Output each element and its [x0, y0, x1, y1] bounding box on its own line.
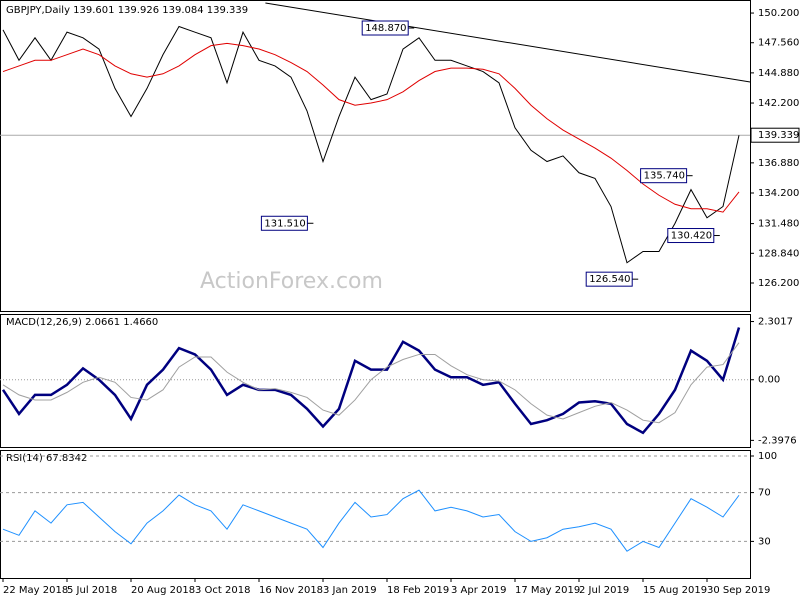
annotation-box	[260, 215, 308, 231]
x-tick-label: 22 May 2018	[3, 585, 68, 596]
x-tick-label: 17 May 2019	[515, 585, 580, 596]
annotation-label: 130.420	[671, 231, 712, 242]
y-tick-label: 128.840	[758, 248, 799, 259]
y-tick-label: 134.200	[758, 188, 799, 199]
x-tick-label: 3 Apr 2019	[451, 585, 506, 596]
current-price-box	[750, 127, 800, 143]
series-line	[1, 327, 741, 435]
annotation-label: 148.870	[365, 23, 406, 34]
annotation-box	[667, 228, 715, 244]
x-tick-label: 3 Oct 2018	[195, 585, 250, 596]
x-tick-label: 15 Aug 2019	[643, 585, 707, 596]
annotation-label: 135.740	[644, 171, 685, 182]
x-tick-label: 3 Jan 2019	[323, 585, 377, 596]
y-tick-label: 136.880	[758, 158, 799, 169]
series-line	[2, 42, 740, 213]
annotation-label: 131.510	[264, 218, 305, 229]
y-tick-label: 131.480	[758, 219, 799, 230]
x-tick-label: 5 Jul 2018	[67, 585, 117, 596]
y-tick-label: 100	[758, 451, 777, 462]
y-tick-label: 147.560	[758, 38, 799, 49]
macd-panel	[0, 314, 751, 448]
y-tick-label: 70	[758, 488, 771, 499]
annotation-box	[640, 168, 688, 184]
annotation-box	[361, 20, 409, 36]
x-tick-label: 30 Sep 2019	[707, 585, 770, 596]
panel-title: MACD(12,26,9) 2.0661 1.4660	[6, 317, 158, 328]
y-tick-label: 144.880	[758, 68, 799, 79]
y-tick-label: 2.3017	[758, 317, 793, 328]
rsi-panel	[0, 450, 751, 579]
y-tick-label: 150.200	[758, 8, 799, 19]
y-tick-label: 30	[758, 536, 771, 547]
x-tick-label: 18 Feb 2019	[387, 585, 449, 596]
watermark: ActionForex.com	[200, 269, 383, 294]
y-tick-label: 142.200	[758, 98, 799, 109]
trendline	[265, 2, 751, 83]
current-price-label: 139.339	[758, 130, 799, 141]
series-line	[2, 342, 740, 424]
y-tick-label: 0.00	[758, 375, 780, 386]
annotation-box	[585, 271, 633, 287]
series-line	[2, 489, 740, 552]
x-tick-label: 2 Jul 2019	[579, 585, 629, 596]
annotation-label: 126.540	[589, 274, 630, 285]
price-panel	[0, 0, 751, 312]
panel-title: GBPJPY,Daily 139.601 139.926 139.084 139…	[6, 5, 248, 16]
panel-title: RSI(14) 67.8342	[6, 453, 87, 464]
y-tick-label: -2.3976	[758, 435, 797, 446]
x-tick-label: 16 Nov 2018	[259, 585, 323, 596]
x-tick-label: 20 Aug 2018	[131, 585, 195, 596]
y-tick-label: 126.200	[758, 278, 799, 289]
series-line	[2, 25, 740, 264]
